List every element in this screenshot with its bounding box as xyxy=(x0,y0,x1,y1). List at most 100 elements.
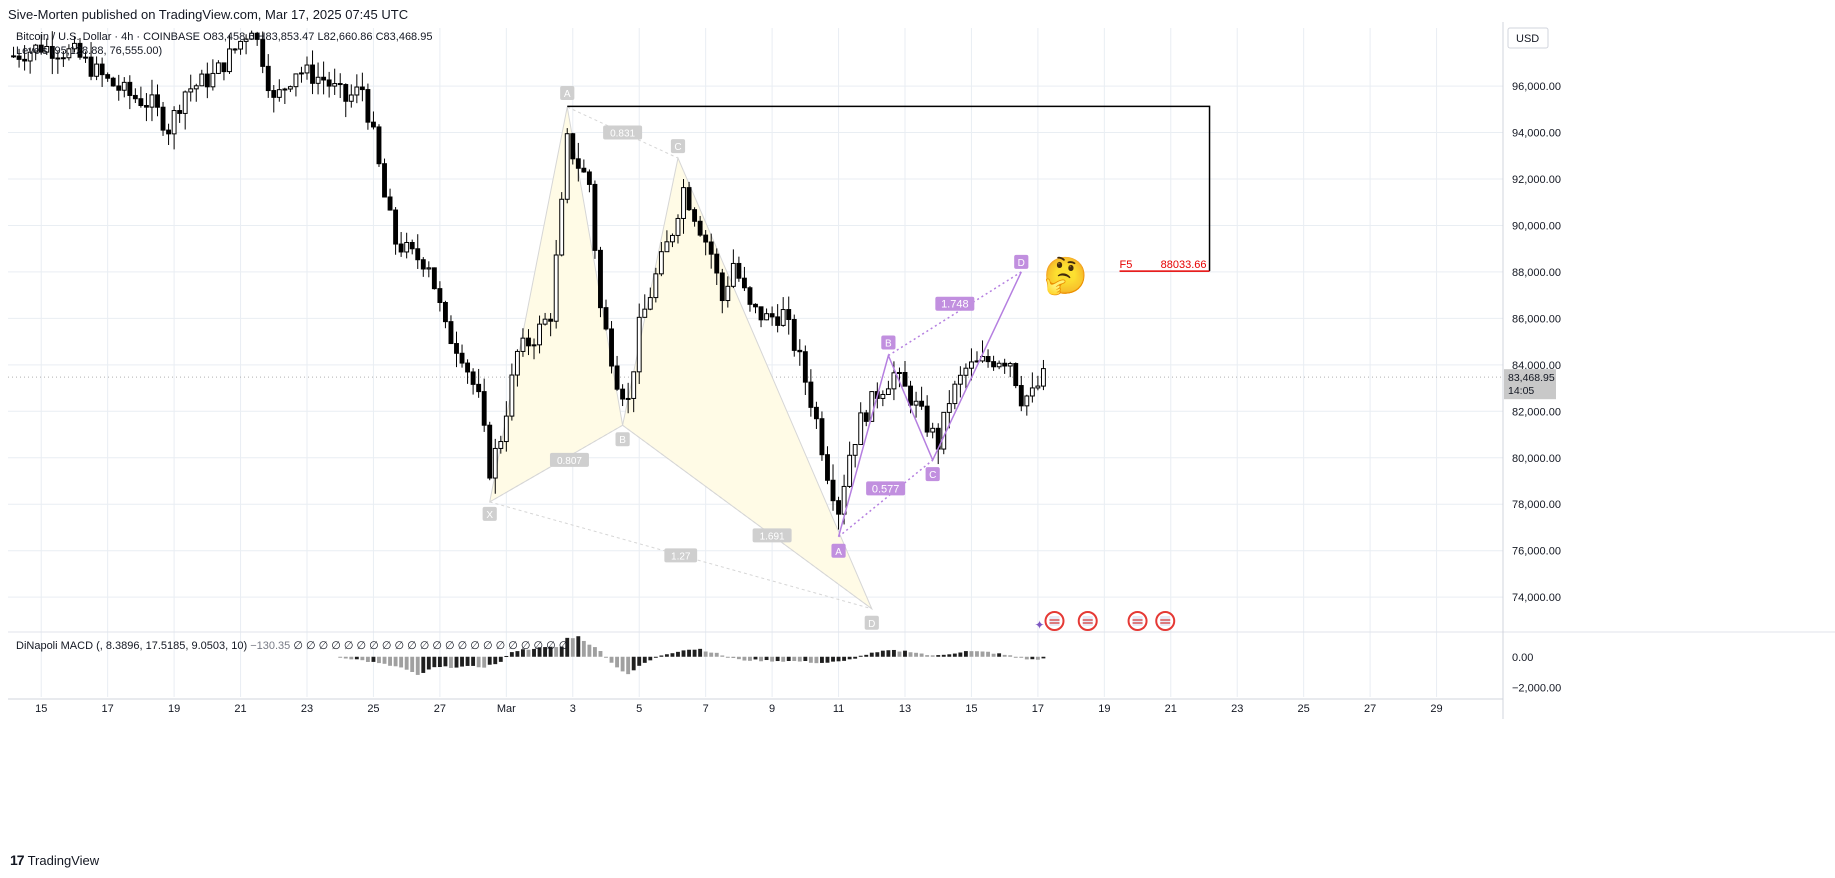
candle-body xyxy=(775,316,781,326)
candle-body xyxy=(897,371,902,374)
tradingview-brand[interactable]: 17 TradingView xyxy=(10,852,99,868)
price-tick: 92,000.00 xyxy=(1512,174,1561,186)
flag-canton xyxy=(1049,616,1060,626)
macd-bar xyxy=(775,656,780,662)
candle-body xyxy=(171,110,177,135)
ratio-xd-bg xyxy=(664,548,698,563)
legend: Bitcoin / U.S. Dollar · 4h · COINBASE O8… xyxy=(16,31,432,57)
macd-extra-value: ∅ xyxy=(353,640,366,652)
macd-bar xyxy=(354,656,359,660)
macd-bar xyxy=(958,652,963,657)
macd-extra-value: ∅ xyxy=(493,640,506,652)
macd-bar xyxy=(963,651,968,657)
ohlc-value: 83,853.47 xyxy=(265,31,317,43)
macd-bar xyxy=(903,650,907,657)
candle-body xyxy=(658,251,664,275)
macd-bar xyxy=(631,656,636,671)
macd-bar xyxy=(648,656,653,661)
candle-body xyxy=(692,209,698,222)
abcd-point-a-text: A xyxy=(835,547,842,558)
candle-body xyxy=(703,234,709,243)
macd-legend: DiNapoli MACD (, 8.3896, 17.5185, 9.0503… xyxy=(16,640,568,652)
macd-extra-value: ∅ xyxy=(518,640,531,652)
candle-body xyxy=(863,412,869,422)
candle-body xyxy=(22,58,28,62)
candle-body xyxy=(232,48,238,51)
candle-body xyxy=(77,42,83,58)
macd-bar xyxy=(664,654,669,657)
macd-bar xyxy=(449,656,453,668)
date-tick: 23 xyxy=(1231,703,1243,715)
us-flag-event-icon[interactable] xyxy=(1155,611,1176,631)
xabcd-point-a-bg xyxy=(560,85,575,100)
date-tick: 27 xyxy=(1364,703,1376,715)
price-tick: 88,000.00 xyxy=(1512,267,1561,279)
xabcd-point-c-bg xyxy=(670,139,686,154)
macd-bar xyxy=(570,638,575,657)
ratio-bd: 1.691 xyxy=(752,528,792,543)
xabcd-point-b-bg xyxy=(615,432,630,447)
candle-body xyxy=(415,248,421,261)
date-tick: 23 xyxy=(301,703,313,715)
macd-extra-value: ∅ xyxy=(480,640,493,652)
levels-legend: Levels (95,128.88, 76,555.00) xyxy=(16,45,162,57)
macd-bar xyxy=(875,652,880,657)
symbol-name: Bitcoin / U.S. Dollar · 4h · COINBASE xyxy=(16,31,203,43)
macd-bar xyxy=(820,656,824,663)
macd-bar xyxy=(781,656,786,662)
macd-bar xyxy=(504,655,509,657)
us-flag-event-icon[interactable] xyxy=(1127,611,1148,631)
macd-params: (, 8.3896, 17.5185, 9.0503, 10) xyxy=(96,640,250,652)
macd-extra-value: ∅ xyxy=(556,640,569,652)
candle-body xyxy=(830,479,836,502)
candle-body xyxy=(697,220,703,236)
candle-body xyxy=(431,267,437,290)
us-flag-event-icon[interactable] xyxy=(1077,611,1098,631)
macd-bar xyxy=(443,656,448,667)
macd-bar xyxy=(1002,654,1007,657)
candle-body xyxy=(409,241,415,250)
candle-body xyxy=(670,234,675,243)
us-flag-event-icon[interactable] xyxy=(1044,611,1065,631)
macd-bar xyxy=(952,653,957,657)
candle-body xyxy=(941,411,947,450)
macd-bar xyxy=(432,656,437,668)
candle-body xyxy=(199,73,205,87)
candle-body xyxy=(88,56,94,77)
abcd-ratio-ac-text: 0.577 xyxy=(872,483,900,495)
candle-body xyxy=(741,277,747,289)
abcd-point-c-bg xyxy=(925,467,940,482)
macd-bar xyxy=(742,656,747,661)
candle-body xyxy=(321,76,327,81)
macd-bar xyxy=(498,656,503,662)
macd-bar xyxy=(1024,656,1029,660)
candle-body xyxy=(542,318,548,325)
candle-body xyxy=(614,365,620,390)
ohlc-value: 82,660.86 xyxy=(324,31,376,43)
xabcd-pattern: X A B C D 0.831 0.807 1.691 1.27 xyxy=(482,85,879,630)
candle-body xyxy=(769,313,775,318)
macd-bar xyxy=(997,653,1002,657)
ohlc-value: 83,468.95 xyxy=(384,31,433,43)
macd-bar xyxy=(676,651,680,657)
date-tick: 29 xyxy=(1430,703,1442,715)
macd-bar xyxy=(986,651,990,657)
candle-body xyxy=(913,400,919,406)
macd-y-tick: 0.00 xyxy=(1512,652,1533,664)
macd-bar xyxy=(454,656,459,668)
macd-bar xyxy=(620,656,625,672)
candle-body xyxy=(730,262,736,287)
macd-bar xyxy=(548,646,553,657)
candle-body xyxy=(1007,363,1013,367)
candle-body xyxy=(354,86,360,96)
candle-body xyxy=(570,133,576,160)
symbol-legend: Bitcoin / U.S. Dollar · 4h · COINBASE O8… xyxy=(16,31,432,43)
macd-bar xyxy=(808,656,813,663)
price-tick: 86,000.00 xyxy=(1512,313,1561,325)
last-price-badge xyxy=(1504,369,1556,400)
candle-body xyxy=(598,249,603,309)
macd-bar xyxy=(410,656,415,672)
macd-bar xyxy=(537,647,542,657)
macd-bar xyxy=(338,656,343,658)
